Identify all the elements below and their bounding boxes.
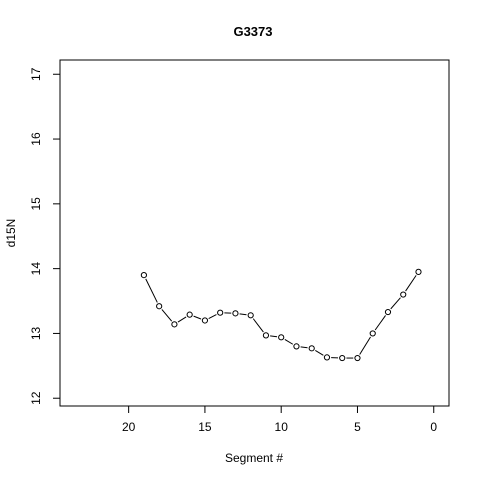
data-point (415, 268, 422, 275)
series-line-segment (270, 335, 278, 338)
series-line-segment (405, 275, 417, 292)
series-line-segment (390, 297, 401, 310)
x-axis: 20 15 10 5 0 (122, 405, 437, 434)
series-line-segment (315, 350, 324, 356)
y-tick-label: 15 (29, 197, 43, 211)
data-point (232, 310, 239, 317)
series-line-segment (252, 318, 264, 333)
y-tick-label: 12 (29, 391, 43, 405)
x-axis-label: Segment # (225, 451, 283, 465)
data-point (339, 354, 346, 362)
data-point (262, 332, 270, 339)
data-point (156, 303, 163, 310)
series-line-segment (239, 313, 247, 316)
data-point (171, 321, 178, 328)
data-point (140, 272, 148, 279)
y-axis: 12 13 14 15 16 17 (29, 67, 61, 405)
data-point (308, 345, 315, 352)
x-tick-label: 10 (275, 420, 289, 434)
data-point (384, 308, 392, 316)
data-point (201, 317, 209, 324)
data-point (186, 311, 193, 318)
x-tick-label: 20 (122, 420, 136, 434)
y-tick-label: 17 (29, 67, 43, 81)
x-tick-label: 5 (354, 420, 361, 434)
y-axis-label: d15N (4, 219, 18, 248)
series-line-segment (161, 309, 173, 322)
x-tick-label: 0 (430, 420, 437, 434)
x-tick-label: 15 (198, 420, 212, 434)
data-series (140, 268, 422, 362)
series-line-segment (284, 339, 294, 345)
y-tick-label: 14 (29, 262, 43, 276)
series-line-segment (177, 316, 187, 323)
data-point (217, 309, 224, 316)
series-line-segment (300, 346, 308, 349)
y-tick-label: 13 (29, 326, 43, 340)
data-point (247, 312, 254, 319)
series-line-segment (374, 315, 386, 331)
series-line-segment (359, 336, 371, 355)
data-point (354, 354, 361, 362)
series-line-segment (145, 278, 158, 303)
data-point (400, 291, 407, 298)
data-point (323, 354, 331, 361)
series-line-segment (208, 314, 217, 320)
y-tick-label: 16 (29, 132, 43, 146)
chart-title: G3373 (233, 24, 272, 39)
data-point (278, 334, 285, 341)
series-line-segment (193, 315, 202, 320)
data-point (293, 343, 300, 350)
data-point (369, 330, 376, 337)
